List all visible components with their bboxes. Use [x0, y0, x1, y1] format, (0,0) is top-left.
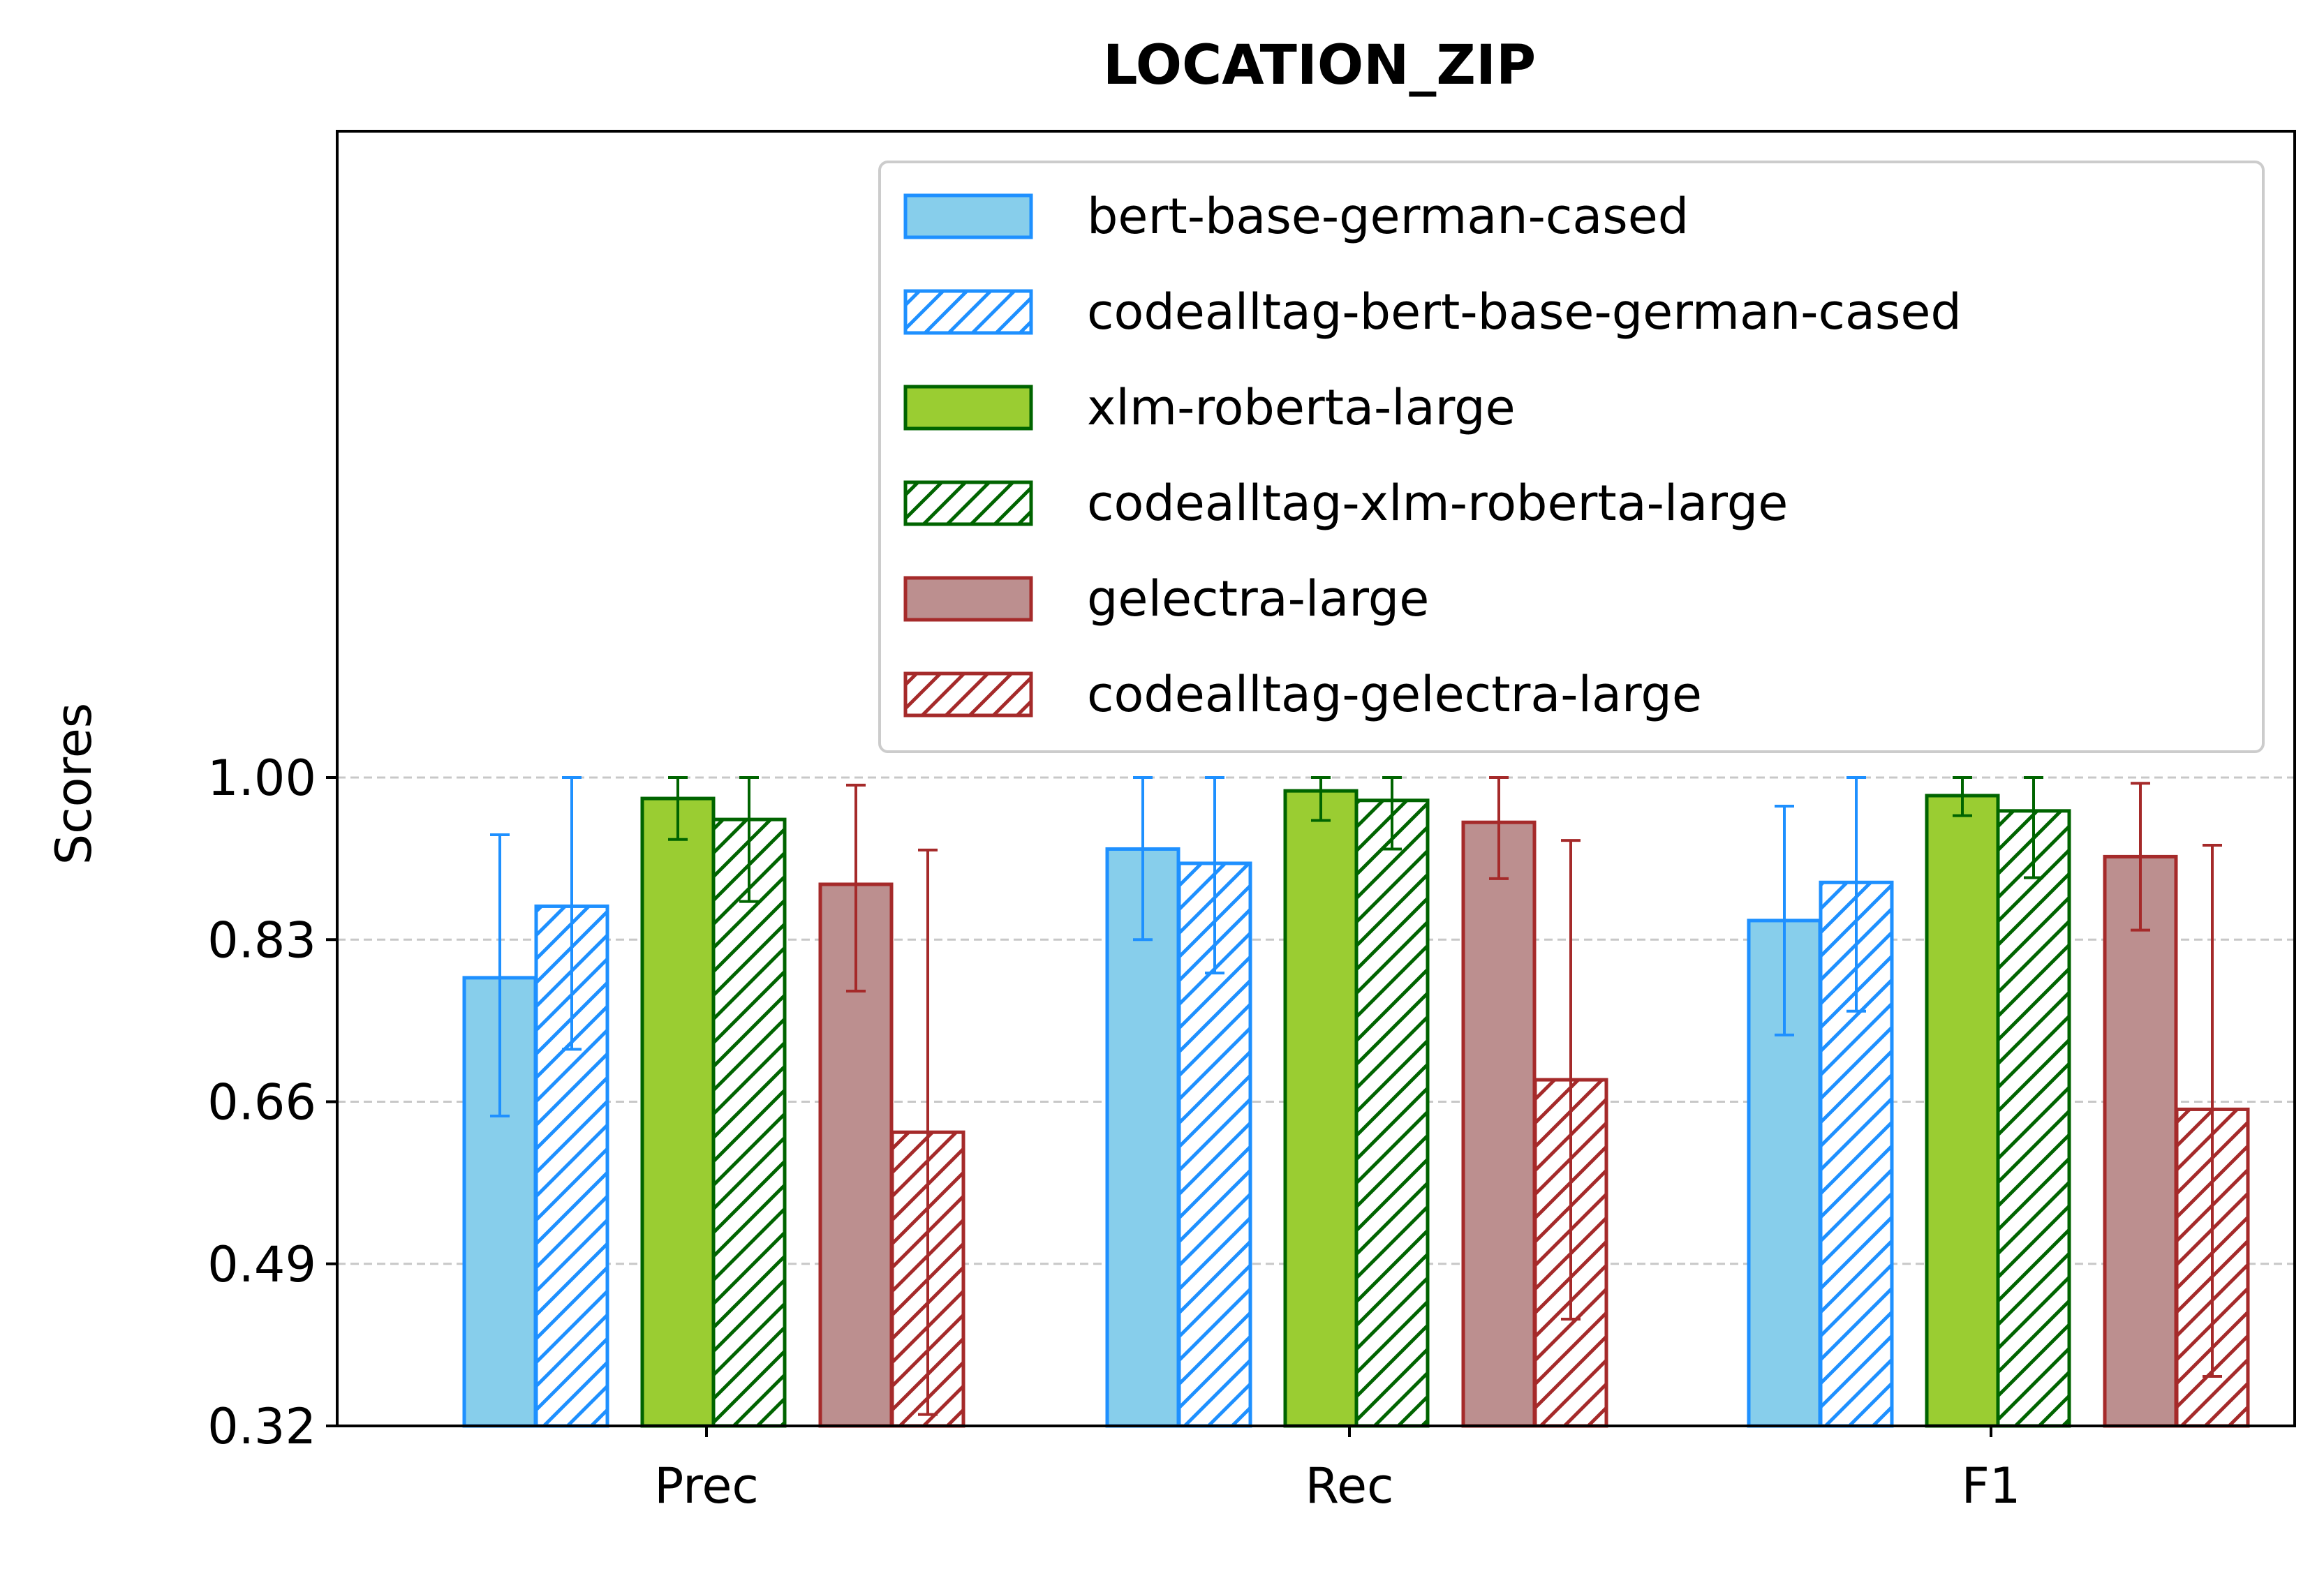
- error-bar-gelectra-large-F1: [2131, 782, 2150, 932]
- y-axis-ticks: 0.32 0.49 0.66 0.83 1.00: [207, 750, 337, 1455]
- legend-label: xlm-roberta-large: [1087, 379, 1516, 436]
- y-tick-label: 0.83: [207, 912, 316, 969]
- error-bar-gelectra-large-Rec: [1489, 776, 1509, 880]
- x-tick-label: F1: [1962, 1457, 2021, 1515]
- y-tick-label: 0.32: [207, 1398, 316, 1455]
- legend-item: codealltag-gelectra-large: [903, 666, 1702, 723]
- bar-gelectra-large-Rec: [1461, 820, 1537, 1428]
- error-bar-codealltag-xlm-roberta-large-Rec: [1382, 776, 1402, 851]
- error-bar-codealltag-bert-base-german-cased-Rec: [1205, 776, 1224, 975]
- error-bar-codealltag-xlm-roberta-large-F1: [2024, 776, 2043, 879]
- error-bar-codealltag-xlm-roberta-large-Prec: [739, 776, 759, 903]
- y-axis-label: Scores: [45, 703, 103, 865]
- legend-swatch: [903, 385, 1033, 431]
- x-tick-label: Prec: [654, 1457, 759, 1515]
- legend-swatch: [903, 289, 1033, 335]
- legend-item: codealltag-xlm-roberta-large: [903, 475, 1788, 532]
- legend-swatch: [903, 671, 1033, 717]
- error-bar-gelectra-large-Prec: [846, 783, 866, 993]
- legend-item: gelectra-large: [903, 570, 1429, 627]
- y-tick-label: 0.66: [207, 1074, 316, 1131]
- error-bars: [490, 776, 2222, 1416]
- error-bar-codealltag-bert-base-german-cased-Prec: [562, 776, 582, 1051]
- bar-gelectra-large-F1: [2103, 854, 2178, 1428]
- error-bar-codealltag-gelectra-large-F1: [2203, 843, 2222, 1378]
- legend-label: gelectra-large: [1087, 570, 1429, 627]
- bar-codealltag-xlm-roberta-large-Rec: [1354, 798, 1430, 1428]
- error-bar-codealltag-bert-base-german-cased-F1: [1846, 776, 1866, 1013]
- error-bar-codealltag-gelectra-large-Prec: [918, 848, 938, 1416]
- error-bar-xlm-roberta-large-Rec: [1311, 776, 1331, 822]
- bar-codealltag-xlm-roberta-large-F1: [1996, 809, 2071, 1428]
- bar-xlm-roberta-large-Prec: [640, 796, 716, 1428]
- bar-xlm-roberta-large-Rec: [1283, 789, 1359, 1428]
- error-bar-xlm-roberta-large-F1: [1953, 776, 1972, 817]
- x-tick-label: Rec: [1305, 1457, 1393, 1515]
- legend-item: codealltag-bert-base-german-cased: [903, 283, 1962, 341]
- legend: bert-base-german-cased codealltag-bert-ba…: [878, 161, 2265, 753]
- bars: [462, 789, 2250, 1428]
- bar-codealltag-xlm-roberta-large-Prec: [711, 817, 787, 1428]
- error-bar-bert-base-german-cased-Prec: [490, 833, 510, 1117]
- error-bar-codealltag-gelectra-large-Rec: [1561, 839, 1581, 1321]
- error-bar-xlm-roberta-large-Prec: [668, 776, 688, 841]
- legend-swatch: [903, 480, 1033, 526]
- error-bar-bert-base-german-cased-F1: [1775, 804, 1794, 1036]
- bar-bert-base-german-cased-Rec: [1105, 847, 1180, 1428]
- y-tick-label: 1.00: [207, 750, 316, 807]
- y-tick-label: 0.49: [207, 1236, 316, 1293]
- legend-box: [878, 161, 2265, 753]
- legend-item: xlm-roberta-large: [903, 379, 1516, 436]
- error-bar-bert-base-german-cased-Rec: [1133, 776, 1153, 942]
- legend-swatch: [903, 193, 1033, 239]
- legend-item: bert-base-german-cased: [903, 188, 1689, 245]
- chart-title: LOCATION_ZIP: [1103, 34, 1536, 97]
- legend-label: codealltag-bert-base-german-cased: [1087, 283, 1962, 341]
- legend-label: codealltag-gelectra-large: [1087, 666, 1702, 723]
- legend-swatch: [903, 576, 1033, 622]
- bar-xlm-roberta-large-F1: [1925, 794, 2000, 1428]
- legend-label: codealltag-xlm-roberta-large: [1087, 475, 1788, 532]
- legend-label: bert-base-german-cased: [1087, 188, 1689, 245]
- x-axis-ticks: Prec Rec F1: [654, 1426, 2020, 1515]
